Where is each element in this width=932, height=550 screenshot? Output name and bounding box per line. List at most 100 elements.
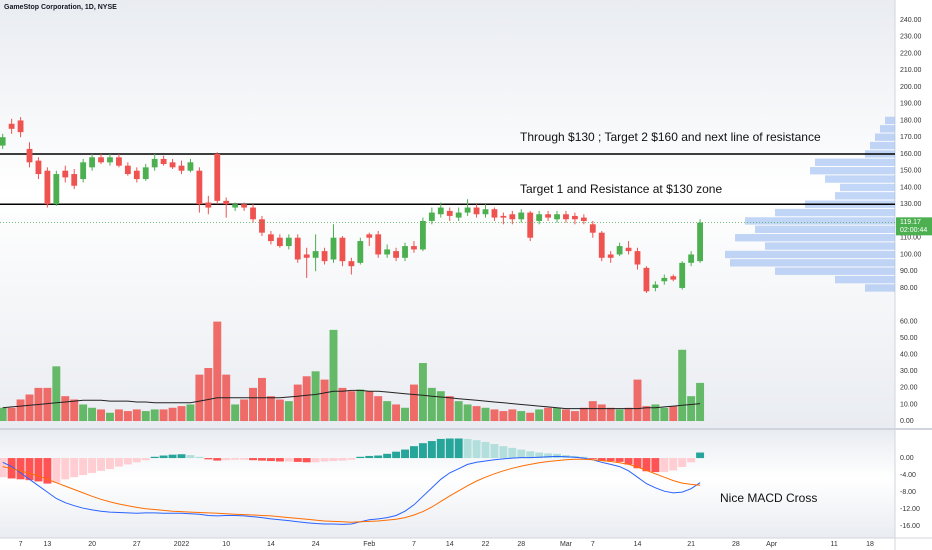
x-tick-label: 21 bbox=[687, 541, 695, 548]
macd-histogram-bar bbox=[401, 449, 410, 459]
volume-profile-bar bbox=[745, 217, 895, 225]
volume-profile-bar bbox=[815, 158, 895, 167]
candle-body bbox=[572, 215, 578, 220]
macd-histogram-bar bbox=[588, 458, 597, 459]
candle-body bbox=[652, 284, 659, 288]
volume-bar bbox=[7, 407, 16, 422]
macd-histogram-bar bbox=[535, 452, 544, 459]
candle-body bbox=[402, 246, 408, 258]
macd-histogram-bar bbox=[410, 446, 418, 459]
candle-body bbox=[491, 209, 498, 218]
volume-profile-bar bbox=[765, 242, 895, 250]
y-tick-label: 180.00 bbox=[900, 117, 922, 124]
countdown: 02:00:44 bbox=[900, 227, 927, 234]
y-tick-label: 60.00 bbox=[900, 318, 918, 325]
candle-body bbox=[357, 241, 364, 263]
candle-body bbox=[196, 170, 203, 205]
volume-bar bbox=[392, 404, 401, 422]
volume-bar bbox=[687, 396, 696, 422]
candle-body bbox=[545, 214, 551, 218]
volume-bar bbox=[195, 374, 204, 422]
macd-histogram-bar bbox=[472, 440, 481, 459]
candle-body bbox=[71, 174, 78, 186]
volume-bar bbox=[320, 379, 329, 422]
volume-bar bbox=[106, 412, 114, 422]
macd-histogram-bar bbox=[347, 458, 356, 460]
chart-title: GameStop Corporation, 1D, NYSE bbox=[4, 4, 117, 11]
volume-profile-bar bbox=[870, 141, 895, 150]
y-tick-label: 200.00 bbox=[900, 84, 922, 91]
candle-body bbox=[312, 251, 319, 258]
x-tick-label: 11 bbox=[831, 541, 838, 548]
volume-bar bbox=[597, 404, 606, 422]
volume-bar bbox=[624, 407, 633, 422]
macd-line bbox=[2, 455, 701, 525]
candle-body bbox=[124, 165, 131, 175]
volume-bar bbox=[570, 411, 579, 422]
macd-histogram-bar bbox=[526, 451, 535, 459]
volume-profile-bar bbox=[810, 167, 895, 175]
macd-histogram-bar bbox=[177, 454, 186, 459]
macd-histogram-bar bbox=[687, 458, 696, 463]
candle-body bbox=[464, 207, 471, 213]
x-tick-label: 7 bbox=[19, 541, 23, 548]
candle-body bbox=[366, 234, 373, 238]
volume-bar bbox=[249, 387, 258, 422]
candle-body bbox=[420, 220, 426, 250]
macd-histogram-bar bbox=[544, 453, 553, 459]
macd-histogram-bar bbox=[356, 456, 365, 459]
macd-histogram-bar bbox=[97, 458, 106, 471]
y-tick-label: 160.00 bbox=[900, 151, 922, 158]
macd-histogram-bar bbox=[696, 452, 705, 459]
volume-bar bbox=[445, 396, 454, 422]
x-tick-label: 14 bbox=[446, 541, 454, 548]
volume-bar bbox=[266, 396, 275, 422]
x-tick-label: 14 bbox=[267, 541, 275, 548]
candle-body bbox=[8, 123, 15, 129]
candle-body bbox=[178, 165, 185, 171]
macd-histogram-bar bbox=[490, 444, 499, 459]
macd-histogram-bar bbox=[642, 458, 651, 472]
volume-bar bbox=[16, 399, 25, 422]
candle-body bbox=[661, 277, 668, 282]
volume-bar bbox=[490, 409, 499, 422]
macd-histogram-bar bbox=[249, 458, 258, 461]
annotation: Through $130 ; Target 2 $160 and next li… bbox=[520, 130, 821, 144]
x-tick-label: 22 bbox=[482, 541, 490, 548]
candle-body bbox=[563, 214, 569, 220]
macd-histogram-bar bbox=[43, 458, 52, 484]
volume-bar bbox=[293, 384, 302, 422]
volume-bar bbox=[240, 399, 249, 422]
x-tick-label: 7 bbox=[412, 541, 416, 548]
volume-bar bbox=[418, 363, 427, 422]
x-tick-label: 2022 bbox=[174, 541, 190, 548]
macd-histogram-bar bbox=[579, 456, 588, 459]
volume-bar bbox=[561, 409, 570, 422]
x-tick-label: 24 bbox=[312, 541, 320, 548]
volume-bar bbox=[365, 391, 374, 422]
candle-body bbox=[151, 158, 158, 168]
macd-histogram-bar bbox=[651, 458, 660, 473]
volume-bar bbox=[302, 376, 311, 422]
macd-histogram-bar bbox=[266, 458, 275, 462]
macd-histogram-bar bbox=[445, 438, 454, 459]
macd-histogram-bar bbox=[606, 458, 615, 462]
candle-body bbox=[473, 207, 480, 215]
macd-histogram-bar bbox=[517, 449, 526, 459]
candle-body bbox=[276, 237, 283, 247]
macd-histogram-bar bbox=[275, 458, 284, 462]
macd-histogram-bar bbox=[88, 458, 97, 473]
macd-histogram-bar bbox=[678, 458, 687, 467]
x-tick-label: 7 bbox=[591, 541, 595, 548]
candle-body bbox=[598, 232, 605, 258]
volume-bar bbox=[52, 366, 61, 422]
x-tick-label: 27 bbox=[133, 541, 141, 548]
volume-bar bbox=[508, 409, 517, 422]
candle-body bbox=[214, 153, 221, 201]
y-tick-label: 80.00 bbox=[900, 285, 918, 292]
candle-body bbox=[527, 212, 534, 238]
volume-bar bbox=[97, 409, 106, 422]
x-tick-label: 14 bbox=[634, 541, 642, 548]
volume-bar bbox=[499, 411, 508, 422]
macd-histogram-bar bbox=[132, 458, 141, 463]
